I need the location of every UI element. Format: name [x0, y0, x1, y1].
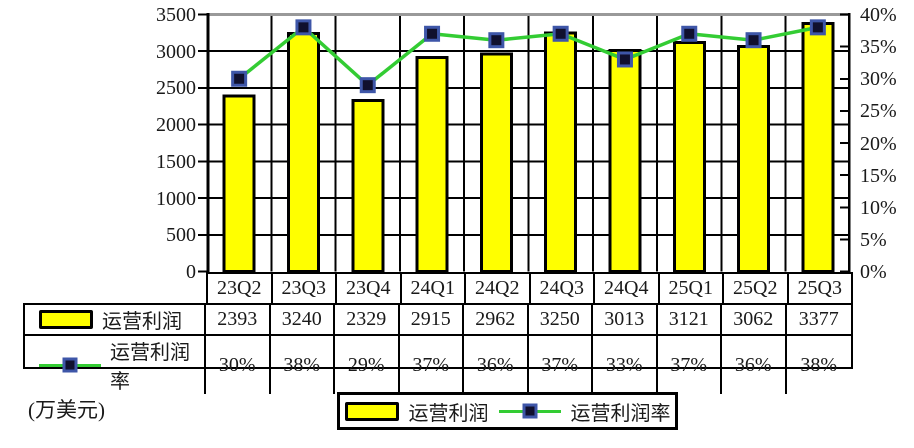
- value-cell-24Q1: 2915: [399, 305, 464, 336]
- category-cell-25Q3: 25Q3: [797, 277, 842, 299]
- bar-23Q3: [286, 32, 320, 273]
- line-marker-24Q2: [488, 32, 505, 49]
- value-cell-25Q2: 36%: [722, 336, 787, 394]
- row-header-label: 运营利润率: [110, 342, 190, 393]
- category-cell-25Q1: 25Q1: [660, 274, 724, 303]
- bar-24Q2: [479, 52, 513, 273]
- legend-line-marker-icon: [498, 403, 561, 419]
- table-bar-swatch-icon: [39, 310, 93, 329]
- value-cell-24Q2: 2962: [464, 305, 529, 336]
- line-marker-23Q4: [359, 77, 376, 94]
- legend-label-operating-margin: 运营利润率: [570, 402, 671, 425]
- category-cell-23Q2: 23Q2: [208, 274, 273, 303]
- category-cell-23Q4: 23Q4: [337, 274, 402, 303]
- legend-bar-swatch-icon: [344, 401, 399, 421]
- line-marker-24Q1: [424, 25, 441, 42]
- table-line-marker-icon: [39, 357, 101, 373]
- secondary-y-tick-label: 40%: [860, 4, 897, 26]
- primary-y-tick-label: 1000: [156, 187, 196, 210]
- value-cell-25Q1: 37%: [658, 336, 722, 394]
- bar-24Q1: [415, 55, 449, 273]
- value-cell-23Q3: 38%: [271, 336, 335, 394]
- value-cell-23Q4: 29%: [335, 336, 400, 394]
- secondary-y-tick-label: 20%: [860, 132, 897, 155]
- value-cell-24Q3: 37%: [529, 336, 593, 394]
- value-cell-23Q3: 3240: [270, 305, 335, 336]
- table-category-row: 23Q2 23Q3 23Q4 24Q1 24Q2 24Q3 24Q4 25Q1 25Q2 25Q3: [206, 272, 853, 303]
- line-marker-24Q3: [552, 25, 569, 42]
- category-cell-23Q3: 23Q3: [273, 274, 337, 303]
- value-cell-24Q1: 37%: [400, 336, 464, 394]
- secondary-y-tick-label: 0%: [860, 261, 887, 283]
- value-cell-25Q2: 3062: [722, 305, 787, 336]
- value-cell-24Q2: 36%: [464, 336, 529, 394]
- primary-y-tick-label: 3500: [156, 4, 196, 26]
- primary-y-tick-label: 2000: [156, 114, 196, 137]
- axis-unit-label: (万美元): [28, 398, 105, 422]
- bar-25Q1: [672, 40, 706, 274]
- secondary-y-tick-label: 25%: [860, 100, 897, 123]
- line-marker-24Q4: [616, 51, 633, 68]
- chart-legend: 运营利润 运营利润率: [337, 392, 678, 430]
- line-marker-25Q3: [809, 19, 826, 36]
- plot-area: [198, 13, 851, 274]
- primary-y-tick-label: 500: [166, 224, 196, 247]
- line-marker-23Q3: [295, 19, 312, 36]
- bar-25Q3: [801, 22, 835, 274]
- secondary-y-tick-label: 15%: [860, 164, 897, 187]
- value-cell-23Q4: 2329: [335, 305, 400, 336]
- primary-y-tick-label: 3000: [156, 40, 196, 63]
- line-marker-25Q1: [681, 25, 698, 42]
- line-marker-25Q2: [745, 32, 762, 49]
- bar-24Q4: [608, 48, 642, 273]
- value-cell-24Q3: 3250: [528, 305, 593, 336]
- value-cell-23Q2: 30%: [206, 336, 271, 394]
- primary-y-tick-label: 2500: [156, 77, 196, 100]
- bar-23Q4: [351, 98, 385, 273]
- secondary-y-tick-label: 30%: [860, 68, 897, 91]
- primary-y-tick-label: 0: [186, 261, 196, 283]
- legend-label-operating-profit: 运营利润: [408, 402, 489, 425]
- line-marker-23Q2: [231, 70, 248, 87]
- value-cell-25Q3: 38%: [800, 353, 838, 376]
- value-cell-24Q4: 33%: [593, 336, 658, 394]
- bar-25Q2: [737, 45, 771, 273]
- secondary-y-tick-label: 10%: [860, 196, 897, 219]
- secondary-y-tick-label: 5%: [860, 228, 887, 251]
- category-cell-24Q1: 24Q1: [402, 274, 466, 303]
- value-cell-23Q2: 2393: [206, 305, 271, 336]
- bar-23Q2: [222, 94, 256, 273]
- row-header-operating-margin: 运营利润率: [25, 336, 206, 394]
- row-header-label: 运营利润: [102, 311, 182, 333]
- category-cell-24Q2: 24Q2: [466, 274, 531, 303]
- margin-line: [237, 25, 820, 87]
- category-cell-25Q2: 25Q2: [724, 274, 789, 303]
- value-cell-25Q3: 3377: [786, 305, 851, 336]
- category-cell-24Q4: 24Q4: [595, 274, 660, 303]
- value-cell-25Q1: 3121: [657, 305, 722, 336]
- primary-y-tick-label: 1500: [156, 150, 196, 173]
- data-table: 运营利润 2393 3240 2329 2915 2962 3250 3013 3121 3062…: [23, 303, 853, 394]
- value-cell-24Q4: 3013: [593, 305, 658, 336]
- secondary-y-tick-label: 35%: [860, 36, 897, 59]
- category-cell-24Q3: 24Q3: [531, 274, 595, 303]
- row-header-operating-profit: 运营利润: [25, 305, 206, 336]
- bar-24Q3: [544, 31, 578, 273]
